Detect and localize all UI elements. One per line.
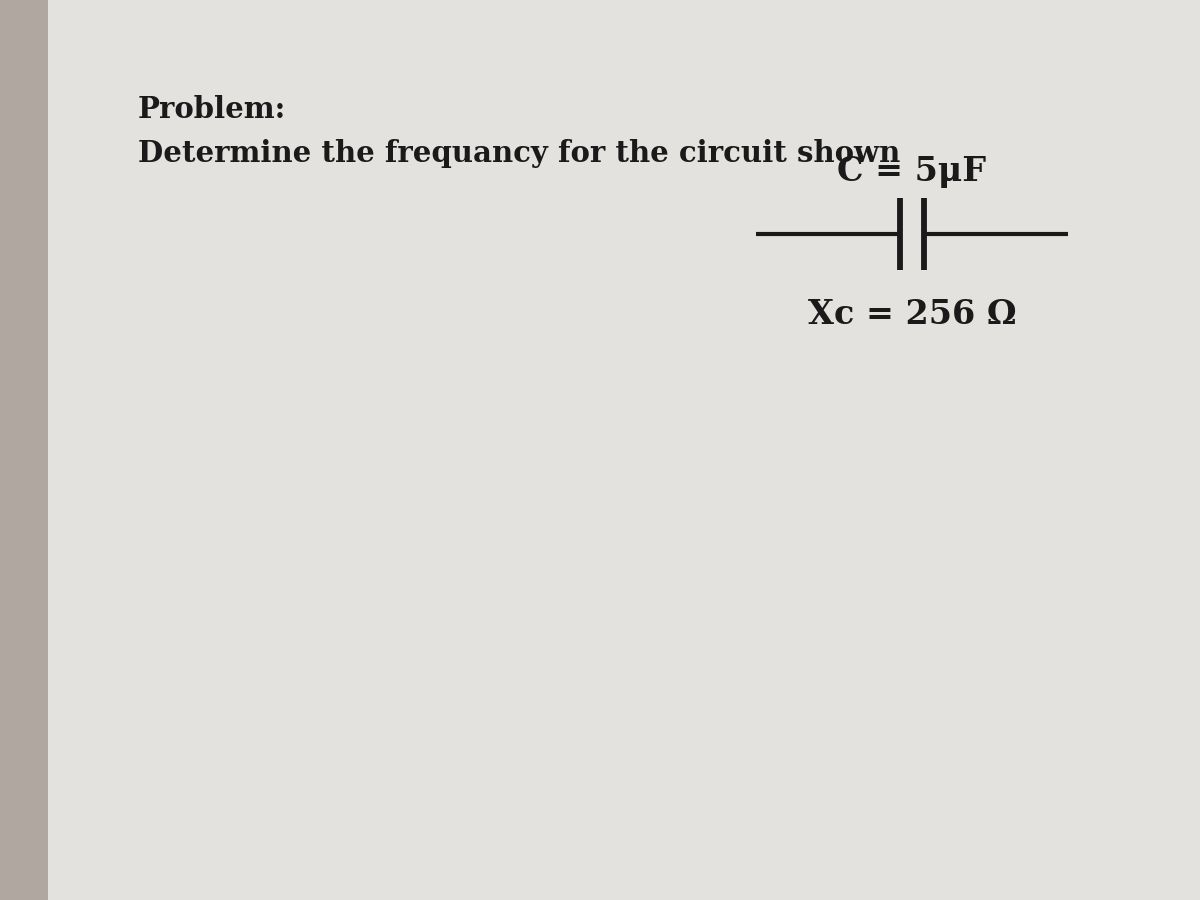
Text: Determine the frequancy for the circuit shown: Determine the frequancy for the circuit …	[138, 140, 900, 168]
Text: Xc = 256 Ω: Xc = 256 Ω	[808, 299, 1016, 331]
Text: Problem:: Problem:	[138, 94, 287, 123]
Bar	[0, 0, 48, 900]
Text: C = 5μF: C = 5μF	[838, 155, 986, 187]
